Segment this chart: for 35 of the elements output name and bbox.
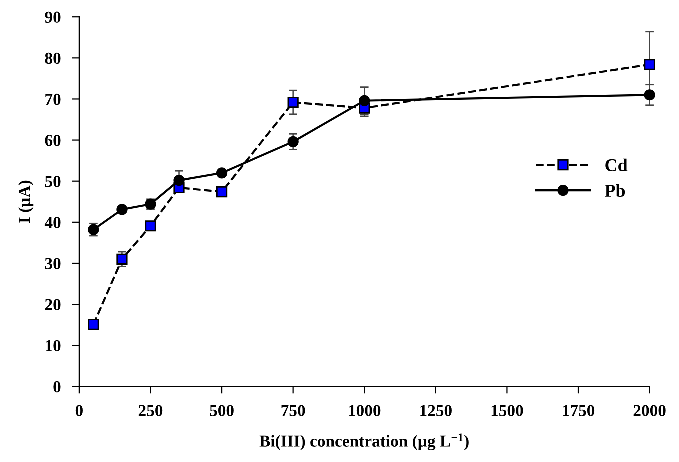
x-tick-label: 1750: [563, 405, 595, 416]
y-tick-label: 10: [46, 340, 61, 352]
y-axis-title: I (µA): [18, 180, 34, 224]
point: [116, 204, 128, 216]
x-axis-title: Bi(III) concentration (µg L$^{−1}$): [260, 434, 469, 450]
point: [116, 254, 128, 265]
y-tick-label: 70: [46, 94, 61, 106]
point: [174, 174, 185, 186]
x-tick-label: 1500: [492, 405, 524, 416]
point: [216, 186, 228, 198]
legend-label: Pb: [605, 184, 626, 198]
point: [644, 90, 656, 101]
point: [88, 319, 100, 330]
x-tick-label: 750: [282, 405, 306, 416]
y-tick-label: 80: [45, 52, 61, 64]
point: [288, 96, 299, 108]
point: [644, 59, 656, 70]
point: [145, 220, 156, 232]
y-tick-label: 20: [45, 299, 61, 311]
y-tick-label: 0: [54, 381, 61, 393]
x-tick-label: 0: [76, 405, 83, 416]
y-tick-label: 50: [45, 176, 61, 188]
x-tick-label: 500: [210, 405, 234, 416]
point: [216, 168, 228, 179]
x-tick-label: 250: [138, 405, 163, 416]
x-tick-label: 1250: [420, 405, 452, 416]
x-tick-label: 1000: [349, 405, 381, 416]
legend-label: Cd: [606, 158, 628, 172]
point: [288, 136, 299, 148]
y-tick-label: 30: [45, 258, 61, 270]
y-tick-label: 60: [45, 134, 61, 146]
y-tick-label: 90: [45, 12, 61, 24]
y-tick-label: 40: [44, 217, 61, 228]
point: [359, 95, 370, 106]
x-tick-label: 2000: [634, 405, 666, 416]
